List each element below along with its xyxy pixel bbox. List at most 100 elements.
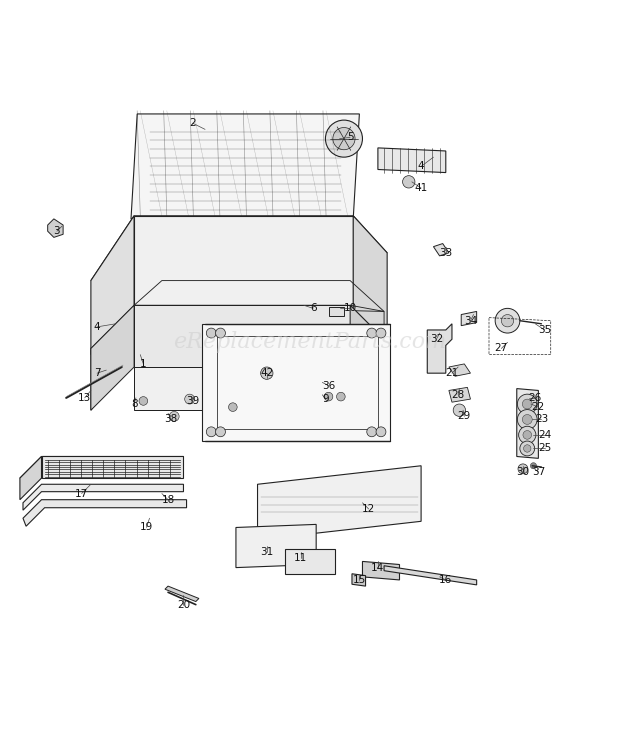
Polygon shape	[134, 305, 350, 367]
Text: 7: 7	[94, 368, 100, 378]
Polygon shape	[353, 216, 387, 385]
Polygon shape	[91, 305, 134, 410]
Text: 14: 14	[371, 562, 384, 573]
Polygon shape	[285, 549, 335, 574]
Polygon shape	[352, 574, 366, 586]
Circle shape	[216, 427, 226, 437]
Circle shape	[518, 464, 528, 473]
Circle shape	[520, 441, 534, 456]
Polygon shape	[134, 216, 353, 349]
Circle shape	[495, 308, 520, 333]
Polygon shape	[449, 388, 471, 402]
Circle shape	[523, 431, 531, 439]
Text: 3: 3	[53, 226, 60, 236]
Polygon shape	[42, 457, 184, 478]
Circle shape	[206, 328, 216, 338]
Text: 42: 42	[260, 368, 273, 378]
Polygon shape	[449, 364, 471, 377]
Text: 38: 38	[164, 415, 178, 424]
Text: 35: 35	[538, 325, 551, 335]
Text: 9: 9	[322, 394, 329, 404]
Polygon shape	[236, 524, 316, 567]
Circle shape	[139, 396, 148, 405]
Circle shape	[522, 415, 532, 424]
Text: 30: 30	[516, 467, 529, 477]
Polygon shape	[20, 457, 42, 500]
Polygon shape	[202, 324, 390, 441]
Text: 21: 21	[445, 368, 459, 378]
Text: 16: 16	[439, 575, 453, 585]
Circle shape	[453, 404, 466, 416]
Polygon shape	[378, 148, 446, 172]
Text: 22: 22	[532, 402, 545, 412]
Circle shape	[402, 175, 415, 188]
Polygon shape	[48, 219, 63, 237]
Text: 1: 1	[140, 359, 147, 369]
Polygon shape	[20, 457, 184, 478]
Circle shape	[185, 394, 195, 404]
Text: 4: 4	[94, 322, 100, 332]
Text: 12: 12	[362, 504, 375, 514]
Circle shape	[530, 462, 536, 469]
Circle shape	[367, 427, 377, 437]
Circle shape	[326, 120, 363, 157]
Text: 17: 17	[75, 489, 88, 498]
Text: 24: 24	[538, 430, 551, 440]
Polygon shape	[363, 562, 399, 580]
Circle shape	[523, 445, 531, 452]
Text: 41: 41	[415, 183, 428, 193]
Polygon shape	[257, 466, 421, 539]
Text: 18: 18	[161, 495, 175, 505]
Polygon shape	[23, 484, 184, 510]
Circle shape	[376, 427, 386, 437]
Polygon shape	[91, 216, 134, 410]
Circle shape	[206, 427, 216, 437]
Polygon shape	[350, 305, 384, 435]
Polygon shape	[461, 311, 477, 326]
Polygon shape	[91, 305, 384, 355]
Circle shape	[522, 399, 532, 409]
Polygon shape	[165, 586, 199, 602]
Text: 37: 37	[532, 467, 545, 477]
Text: 20: 20	[177, 600, 190, 610]
Polygon shape	[516, 388, 538, 458]
Circle shape	[216, 328, 226, 338]
Polygon shape	[329, 307, 344, 316]
Text: 29: 29	[458, 411, 471, 421]
Circle shape	[367, 328, 377, 338]
Text: 26: 26	[529, 393, 542, 403]
Circle shape	[517, 394, 537, 414]
Circle shape	[169, 412, 179, 421]
Text: 32: 32	[430, 334, 443, 344]
Text: 33: 33	[439, 248, 453, 258]
Text: 23: 23	[535, 415, 548, 424]
Text: 19: 19	[140, 523, 153, 532]
Circle shape	[324, 392, 333, 401]
Text: 8: 8	[131, 399, 138, 409]
Polygon shape	[91, 216, 387, 280]
Polygon shape	[427, 324, 452, 373]
Text: 11: 11	[294, 553, 308, 563]
Circle shape	[517, 410, 537, 429]
Text: 15: 15	[353, 575, 366, 585]
Text: eReplacementParts.com: eReplacementParts.com	[174, 331, 446, 353]
Text: 2: 2	[190, 118, 196, 128]
Text: 28: 28	[451, 390, 465, 400]
Circle shape	[502, 315, 514, 327]
Polygon shape	[131, 114, 360, 219]
Text: 13: 13	[78, 393, 91, 403]
Text: 5: 5	[347, 132, 353, 142]
Circle shape	[229, 403, 237, 412]
Text: 4: 4	[418, 161, 425, 172]
Circle shape	[337, 392, 345, 401]
Text: 10: 10	[343, 303, 356, 313]
Text: 27: 27	[495, 344, 508, 354]
Circle shape	[333, 128, 355, 150]
Circle shape	[376, 328, 386, 338]
Polygon shape	[134, 367, 350, 410]
Polygon shape	[23, 500, 187, 526]
Text: 25: 25	[538, 443, 551, 454]
Circle shape	[518, 426, 536, 443]
Text: 6: 6	[310, 303, 316, 313]
Text: 36: 36	[322, 380, 335, 390]
